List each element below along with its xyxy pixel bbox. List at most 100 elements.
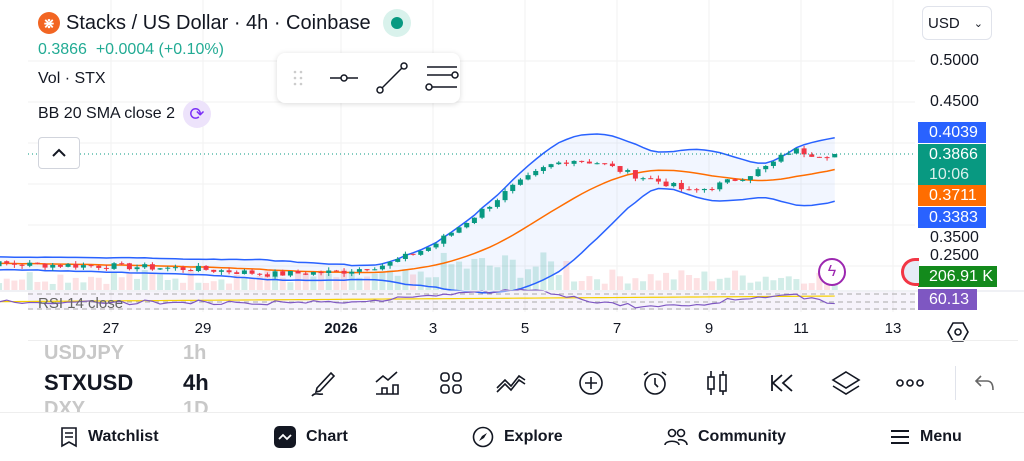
more-button[interactable] (893, 366, 927, 400)
volume-bar (333, 277, 340, 290)
candle-body (50, 264, 56, 268)
nav-community[interactable]: Community (664, 413, 786, 461)
price-axis-label: 0.4500 (930, 93, 979, 110)
volume-bar (762, 276, 769, 290)
us-flag-event-icon[interactable] (901, 258, 919, 286)
grid-icon (440, 372, 462, 394)
candle-body (824, 157, 830, 159)
settings-hexagon-icon[interactable] (946, 320, 970, 344)
nav-watchlist[interactable]: Watchlist (60, 413, 159, 461)
timeframe-option[interactable]: 1D (183, 398, 209, 412)
volume-bar (709, 281, 716, 290)
candle-body (280, 271, 286, 276)
add-button[interactable] (574, 366, 608, 400)
currency-select[interactable]: USD ⌄ (922, 6, 992, 40)
time-axis-label: 13 (884, 320, 902, 337)
bb-legend[interactable]: BB 20 SMA close 2 ⟳ (38, 100, 211, 128)
candle-body (333, 270, 339, 272)
indicators-button[interactable] (370, 366, 404, 400)
volume-bar (479, 258, 486, 290)
volume-bar (26, 272, 33, 290)
bb-upper-tag: 0.4039 (918, 122, 986, 143)
volume-bar (111, 272, 118, 290)
candle-body (717, 182, 723, 190)
horizontal-ray-icon[interactable] (327, 63, 361, 93)
volume-bar (3, 278, 10, 290)
undo-button[interactable] (968, 366, 1002, 400)
volume-bar (732, 270, 739, 290)
trend-line-icon[interactable] (375, 61, 409, 95)
candle-body (149, 264, 155, 270)
drag-handle-icon[interactable] (283, 63, 313, 93)
symbol-option[interactable]: DXY (44, 398, 86, 412)
chart-type-button[interactable] (700, 366, 734, 400)
volume-bar (785, 276, 792, 290)
candle-body (287, 271, 293, 276)
volume-legend[interactable]: Vol · STX (38, 70, 106, 87)
candle-body (793, 148, 799, 154)
volume-bar (502, 255, 509, 290)
volume-bar (747, 282, 754, 290)
candle-body (732, 179, 738, 181)
volume-bar (456, 261, 463, 290)
candle-body (318, 272, 324, 274)
candle-body (809, 154, 815, 157)
candle-body (502, 191, 508, 201)
parallel-channel-icon[interactable] (424, 61, 460, 95)
candle-body (111, 263, 117, 269)
current-timeframe[interactable]: 4h (183, 370, 209, 395)
alert-button[interactable] (638, 366, 672, 400)
patterns-icon (496, 374, 526, 393)
templates-button[interactable] (434, 366, 468, 400)
collapse-legend-button[interactable] (38, 137, 80, 169)
volume-bar (609, 269, 616, 290)
compass-icon (472, 426, 494, 448)
candle-body (402, 253, 408, 259)
chart-title[interactable]: ⋇ Stacks / US Dollar · 4h · Coinbase (38, 9, 411, 37)
candle-body (234, 272, 240, 274)
symbol-option[interactable]: USDJPY (44, 342, 125, 364)
compare-button[interactable] (494, 366, 528, 400)
volume-bar (118, 277, 125, 290)
candle-body (27, 262, 33, 266)
nav-label: Explore (504, 428, 563, 445)
volume-bar (149, 273, 156, 290)
candle-body (410, 253, 416, 255)
nav-label: Chart (306, 428, 348, 445)
nav-chart[interactable]: Chart (274, 413, 348, 461)
candle-body (832, 153, 838, 158)
timeframe-option[interactable]: 1h (183, 342, 207, 364)
candle-body (395, 258, 401, 262)
candle-body (609, 163, 615, 167)
rewind-icon (771, 374, 793, 392)
volume-bar (49, 283, 56, 290)
volume-bar (410, 274, 417, 290)
candle-body (816, 156, 822, 158)
lightning-event-icon[interactable]: ϟ (818, 258, 846, 286)
candle-body (563, 162, 569, 164)
volume-bar (80, 282, 87, 290)
sync-icon[interactable]: ⟳ (182, 100, 211, 128)
price-chart[interactable] (0, 0, 1024, 350)
candle-body (663, 181, 669, 187)
market-open-status-icon[interactable] (382, 9, 411, 37)
draw-button[interactable] (306, 366, 340, 400)
volume-bar (693, 278, 700, 290)
rsi-legend[interactable]: RSI 14 close (38, 295, 124, 312)
nav-explore[interactable]: Explore (472, 413, 563, 461)
candle-body (226, 270, 232, 273)
nav-menu[interactable]: Menu (890, 413, 962, 461)
volume-bar (778, 277, 785, 290)
rsi-tag: 60.13 (918, 289, 977, 310)
volume-bar (325, 273, 332, 290)
candle-body (218, 270, 224, 272)
replay-button[interactable] (765, 366, 799, 400)
layers-button[interactable] (829, 366, 863, 400)
symbol-picker[interactable]: USDJPY 1h STXUSD 4h DXY 1D (28, 342, 278, 412)
candle-body (349, 271, 355, 274)
current-symbol[interactable]: STXUSD (44, 370, 134, 395)
volume-bar (203, 282, 210, 290)
nav-label: Community (698, 428, 786, 445)
volume-bar (624, 283, 631, 290)
bb-basis-tag: 0.3711 (918, 185, 986, 206)
